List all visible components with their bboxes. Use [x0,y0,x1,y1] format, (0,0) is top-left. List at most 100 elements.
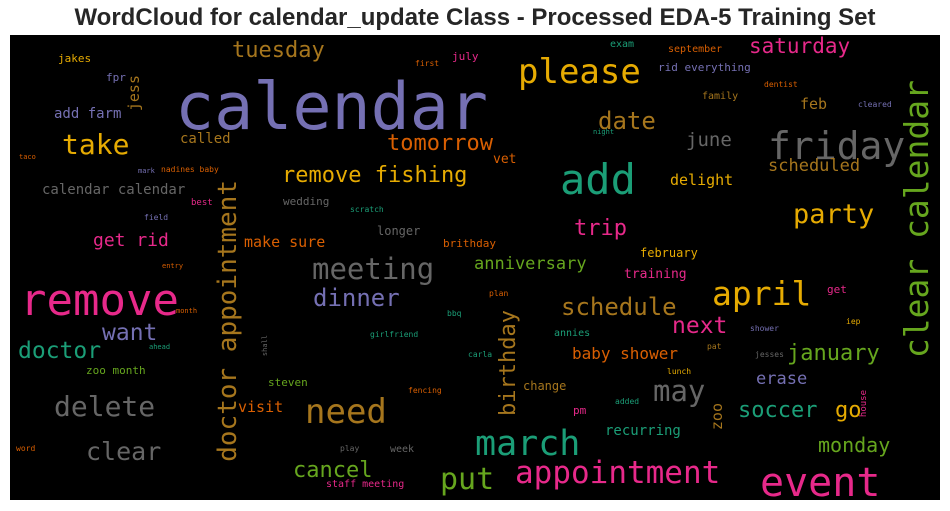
word-jesses: jesses [755,350,784,359]
word-zoo: zoo [708,403,726,431]
word-doctor-appointment: doctor appointment [213,180,243,462]
word-night: night [593,128,615,136]
word-clear: clear [86,437,162,466]
word-birthday: birthday [496,310,521,416]
word-family: family [702,91,739,102]
word-shower: shower [750,324,779,333]
word-delete: delete [54,390,156,423]
word-longer: longer [377,224,421,238]
word-calendar-calendar: calendar calendar [42,182,186,198]
word-scheduled: scheduled [768,156,861,176]
word-dinner: dinner [313,284,400,312]
word-baby-shower: baby shower [572,344,678,363]
word-entry: entry [162,262,184,270]
word-trip: trip [574,216,627,241]
word-april: april [712,274,812,313]
word-get-rid: get rid [93,230,169,251]
word-september: september [668,44,723,55]
word-delight: delight [670,171,734,189]
word-schedule: schedule [561,293,677,321]
word-added: added [615,397,640,406]
word-party: party [793,199,875,230]
word-tuesday: tuesday [232,38,325,63]
word-make-sure: make sure [244,233,326,251]
word-house: house [859,390,869,418]
word-brithday: brithday [443,237,496,250]
word-january: january [787,341,880,366]
word-add: add [560,155,636,204]
word-next: next [672,313,728,339]
word-please: please [518,52,641,92]
word-best: best [191,198,213,208]
word-steven: steven [268,376,308,389]
word-june: june [686,129,732,151]
word-week: week [390,444,415,455]
word-monday: monday [818,433,891,457]
word-cleared: cleared [858,100,892,109]
word-jess: jess [125,75,143,112]
word-field: field [144,213,169,222]
word-tomorrow: tomorrow [387,131,493,156]
word-february: february [640,246,698,260]
word-taco: taco [19,153,36,161]
word-put: put [440,462,495,497]
word-staff-meeting: staff meeting [326,479,405,490]
word-change: change [523,379,567,393]
word-need: need [305,392,387,432]
word-play: play [340,444,360,453]
word-vet: vet [493,152,517,167]
word-go: go [835,398,862,423]
word-feb: feb [800,95,828,113]
chart-title: WordCloud for calendar_update Class - Pr… [74,4,876,31]
word-month: month [176,307,198,315]
word-rid-everything: rid everything [658,61,751,74]
word-clear-calendar: clear calendar [897,80,936,359]
word-carla: carla [468,350,493,359]
word-take: take [62,128,130,161]
word-date: date [598,107,656,135]
word-nadines-baby: nadines baby [161,165,219,174]
word-may: may [653,374,706,408]
word-fpr: fpr [106,71,126,84]
word-zoo-month: zoo month [86,364,146,377]
word-calendar: calendar [175,70,489,145]
word-march: march [475,424,581,464]
word-first: first [415,59,440,68]
word-recurring: recurring [605,423,681,439]
word-remove: remove [20,275,179,326]
word-bbq: bbq [447,309,462,318]
word-wedding: wedding [283,195,330,208]
word-cloud: calendar remove add please event march n… [10,35,940,500]
word-meeting: meeting [312,252,435,286]
word-mark: mark [138,167,155,175]
word-doctor: doctor [18,338,102,364]
word-plan: plan [489,289,509,298]
word-exam: exam [610,39,635,50]
word-want: want [102,320,158,346]
word-add-farm: add farm [54,106,122,122]
word-july: july [452,50,479,63]
word-erase: erase [756,369,808,389]
word-anniversary: anniversary [474,254,587,274]
word-word: word [16,444,36,453]
word-cancel: cancel [293,458,373,483]
word-shall: shall [261,335,269,357]
word-friday: friday [768,124,906,168]
word-training: training [624,267,687,282]
word-girlfriend: girlfriend [370,330,419,339]
word-remove-fishing: remove fishing [282,163,468,188]
word-soccer: soccer [738,398,818,423]
word-annies: annies [554,328,591,339]
word-ahead: ahead [149,343,171,351]
word-saturday: saturday [749,35,851,58]
word-event: event [760,460,881,500]
word-visit: visit [238,398,284,416]
word-fencing: fencing [408,386,442,395]
word-dentist: dentist [764,80,798,89]
word-pat: pat [707,342,722,351]
word-appointment: appointment [515,455,721,491]
word-jakes: jakes [58,52,92,65]
word-called: called [180,131,231,147]
word-iep: iep [846,317,861,326]
word-scratch: scratch [350,205,384,214]
